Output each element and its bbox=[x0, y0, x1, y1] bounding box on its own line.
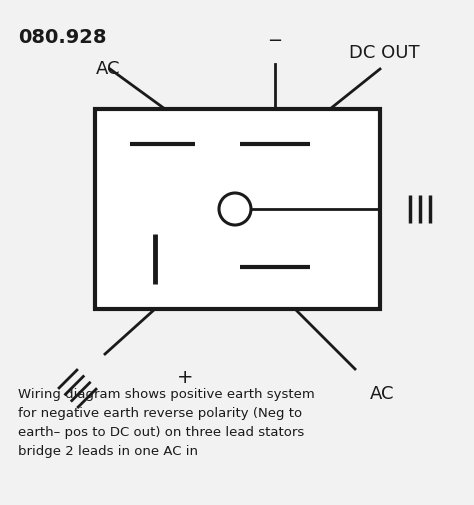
Text: 080.928: 080.928 bbox=[18, 28, 107, 47]
Circle shape bbox=[219, 193, 251, 226]
Text: Wiring diagram shows positive earth system
for negative earth reverse polarity (: Wiring diagram shows positive earth syst… bbox=[18, 387, 315, 457]
Text: −: − bbox=[267, 32, 283, 50]
Text: AC: AC bbox=[370, 384, 394, 402]
Bar bbox=[95, 110, 380, 310]
Text: +: + bbox=[177, 367, 193, 386]
Text: DC OUT: DC OUT bbox=[349, 44, 420, 62]
Text: AC: AC bbox=[96, 60, 120, 78]
